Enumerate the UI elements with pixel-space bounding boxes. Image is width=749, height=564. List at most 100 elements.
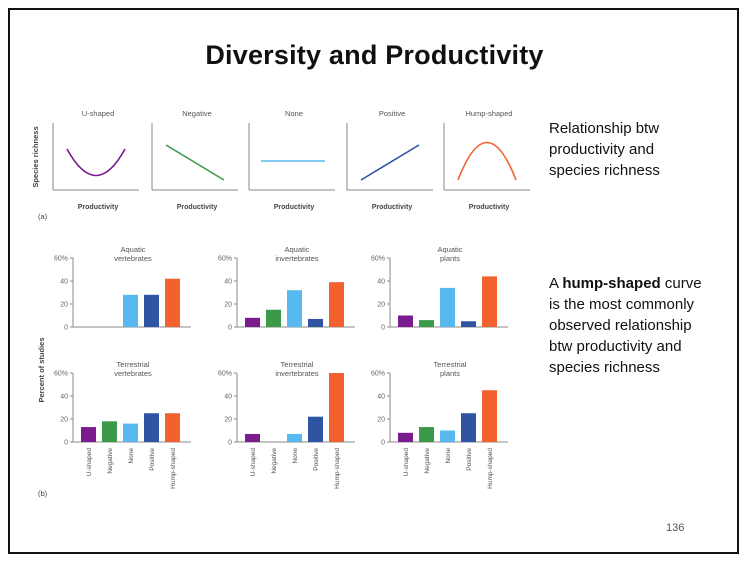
bar-chart-title-line2: invertebrates	[275, 254, 319, 263]
bar-negative	[266, 309, 281, 327]
y-tick-label: 40	[377, 394, 385, 401]
side-note-relationship: Relationship btw productivity and specie…	[549, 120, 660, 179]
y-tick-label: 20	[60, 302, 68, 309]
bar-none	[440, 430, 455, 442]
bar-negative	[419, 320, 434, 327]
side-note-prefix: A	[549, 275, 563, 292]
bar-none	[123, 294, 138, 327]
bar-u-shaped	[245, 317, 260, 327]
category-label: Negative	[424, 448, 431, 474]
y-tick-label: 0	[381, 325, 385, 332]
mini-plot-positive: Positive Productivity	[346, 109, 433, 211]
mini-plot-none: None Productivity	[248, 109, 335, 211]
y-tick-label: 60%	[371, 371, 385, 378]
y-tick-label: 20	[377, 302, 385, 309]
category-label: None	[128, 448, 135, 464]
mini-xlabel: Productivity	[274, 204, 315, 211]
bar-hump-shaped	[329, 373, 344, 442]
page-number: 136	[666, 522, 685, 534]
y-tick-label: 60%	[218, 371, 232, 378]
mini-plot-title: U-shaped	[82, 109, 115, 118]
curve-hump	[457, 141, 517, 181]
bar-chart-title-line2: plants	[440, 254, 460, 263]
side-note-bold: hump-shaped	[562, 275, 661, 292]
bar-positive	[461, 321, 476, 327]
category-label: Positive	[149, 448, 156, 471]
y-tick-label: 60%	[54, 371, 68, 378]
mini-xlabel: Productivity	[469, 204, 510, 211]
bar-chart-title-line2: vertebrates	[114, 254, 152, 263]
category-label: Positive	[466, 448, 473, 471]
bar-none	[287, 290, 302, 327]
curve-positive	[360, 144, 420, 181]
category-label: Hump-shaped	[487, 448, 494, 489]
y-tick-label: 60%	[54, 256, 68, 263]
mini-plot-title: Positive	[379, 109, 405, 118]
bar-negative	[419, 427, 434, 442]
category-label: Hump-shaped	[170, 448, 177, 489]
y-tick-label: 60%	[371, 256, 385, 263]
curve-negative	[165, 144, 225, 181]
mini-plot-title: None	[285, 109, 303, 118]
bar-hump-shaped	[482, 390, 497, 442]
mini-xlabel: Productivity	[177, 204, 218, 211]
bar-u-shaped	[398, 315, 413, 327]
category-label: Negative	[271, 448, 278, 474]
bar-chart-title-line1: Terrestrial	[434, 360, 467, 369]
bar-none	[440, 287, 455, 327]
y-tick-label: 0	[64, 440, 68, 447]
bar-none	[123, 423, 138, 442]
mini-xlabel: Productivity	[372, 204, 413, 211]
bar-positive	[144, 413, 159, 442]
y-tick-label: 20	[60, 417, 68, 424]
y-tick-label: 0	[228, 325, 232, 332]
bar-u-shaped	[245, 433, 260, 442]
panel-a-label: (a)	[38, 212, 48, 221]
side-note-hump: A hump-shaped curve is the most commonly…	[549, 273, 709, 378]
bar-positive	[308, 416, 323, 442]
bar-chart-title-line1: Aquatic	[437, 245, 462, 254]
y-tick-label: 40	[60, 279, 68, 286]
y-tick-label: 60%	[218, 256, 232, 263]
bar-u-shaped	[81, 427, 96, 442]
bar-u-shaped	[398, 432, 413, 442]
panel-b-label: (b)	[38, 489, 48, 498]
bar-positive	[308, 318, 323, 327]
y-tick-label: 40	[60, 394, 68, 401]
y-tick-label: 40	[377, 279, 385, 286]
bar-hump-shaped	[165, 278, 180, 327]
slide-frame	[8, 8, 739, 554]
category-label: U-shaped	[403, 448, 410, 477]
side-note-suffix: curve is the most commonly observed rela…	[549, 275, 702, 376]
bar-chart-title-line2: vertebrates	[114, 369, 152, 378]
mini-plot-title: Negative	[182, 109, 212, 118]
bar-positive	[461, 413, 476, 442]
mini-plot-negative: Negative Productivity	[151, 109, 238, 211]
panel-a: Species richness(a)U-shapedProductivityN…	[31, 109, 530, 221]
bar-hump-shaped	[165, 413, 180, 442]
mini-plot-title: Hump-shaped	[465, 109, 512, 118]
y-tick-label: 20	[224, 302, 232, 309]
bar-chart-title-line1: Aquatic	[284, 245, 309, 254]
category-label: U-shaped	[250, 448, 257, 477]
bar-hump-shaped	[329, 282, 344, 327]
bar-positive	[144, 294, 159, 327]
mini-plot-u: U-shaped Productivity	[52, 109, 139, 211]
y-tick-label: 40	[224, 394, 232, 401]
slide-title: Diversity and Productivity	[205, 40, 544, 70]
bar-negative	[102, 421, 117, 442]
y-tick-label: 0	[381, 440, 385, 447]
y-tick-label: 0	[228, 440, 232, 447]
category-label: None	[445, 448, 452, 464]
bar-chart-title-line2: invertebrates	[275, 369, 319, 378]
panel-b-ylabel: Percent of studies	[37, 337, 46, 402]
category-label: Negative	[107, 448, 114, 474]
panel-b: Percent of studies (b) Aquatic vertebrates 0…	[37, 245, 508, 498]
bar-chart-title-line1: Terrestrial	[281, 360, 314, 369]
bar-hump-shaped	[482, 276, 497, 327]
